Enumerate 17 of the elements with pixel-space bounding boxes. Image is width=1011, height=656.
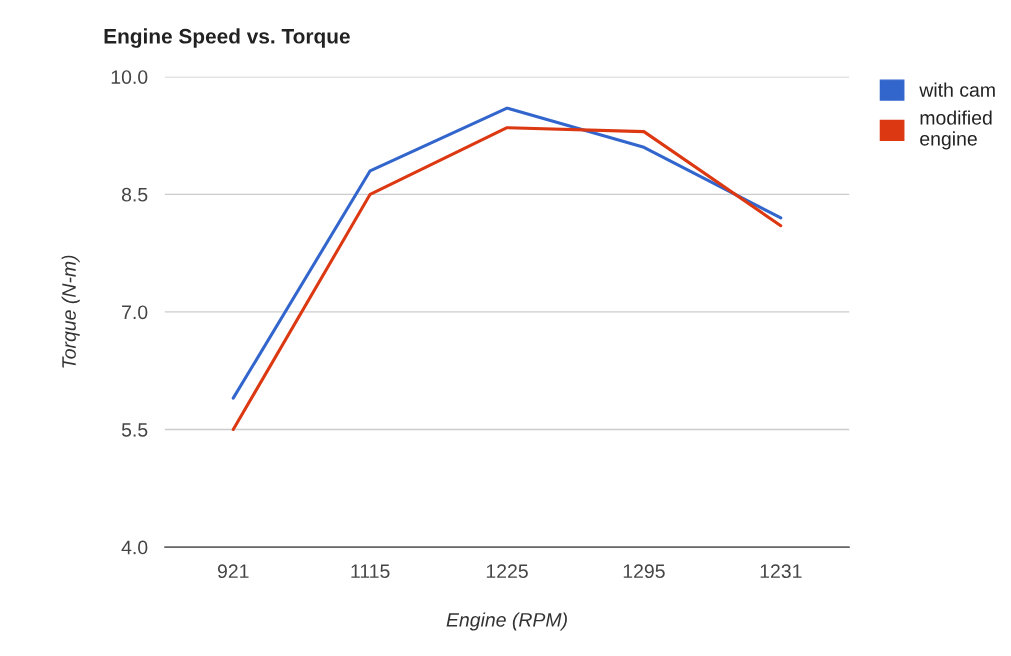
legend-label: modified engine <box>920 110 992 150</box>
x-tick-label: 1225 <box>486 564 528 579</box>
x-axis-title: Engine (RPM) <box>446 612 567 631</box>
x-tick-label: 1295 <box>623 564 665 579</box>
y-tick-label: 7.0 <box>122 305 148 320</box>
line-series <box>231 106 783 400</box>
y-axis-title: Torque (N-m) <box>61 255 80 368</box>
legend-label: with cam <box>919 82 995 97</box>
y-tick-label: 4.0 <box>121 540 148 555</box>
y-tick-label: 5.5 <box>121 423 148 437</box>
chart-title: Engine Speed vs. Torque <box>104 28 350 48</box>
y-tick-label: 10.0 <box>111 70 148 84</box>
x-tick-label: 921 <box>217 564 249 579</box>
x-tick-label: 1231 <box>760 564 802 579</box>
y-tick-label: 8.5 <box>121 187 148 202</box>
line-series <box>231 126 783 432</box>
x-tick-label: 1115 <box>351 564 390 579</box>
